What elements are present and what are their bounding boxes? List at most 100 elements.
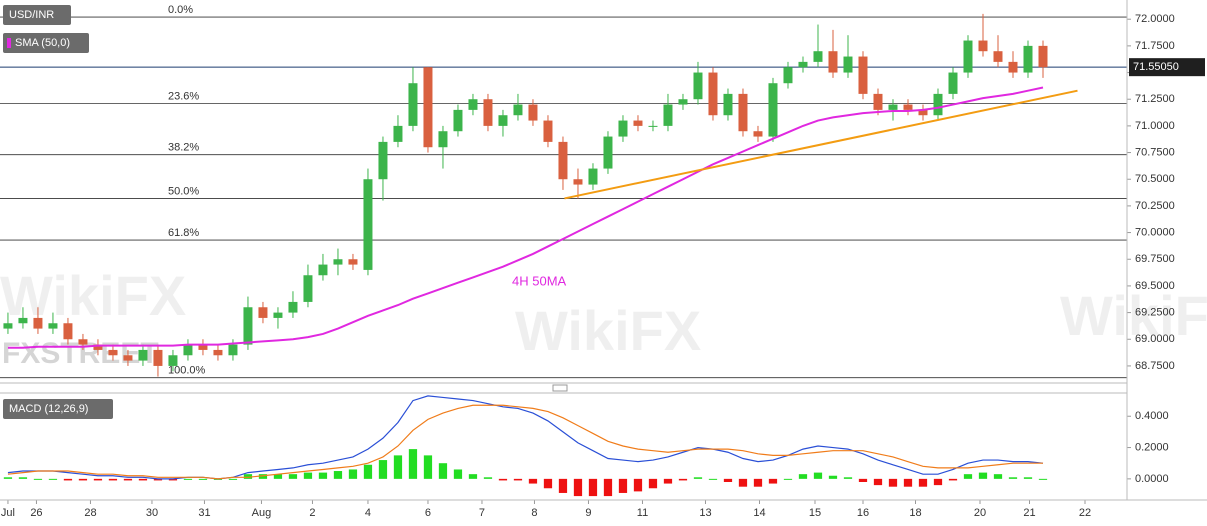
macd-line (7, 404, 1043, 480)
x-tick-label: 30 (146, 507, 158, 519)
y-tick-label: 69.2500 (1135, 306, 1175, 318)
y-tick-label: 0.4000 (1135, 410, 1169, 422)
histogram-bar (558, 478, 568, 493)
x-tick-label: 13 (699, 507, 711, 519)
x-tick-label: 11 (637, 507, 648, 519)
histogram-bar (978, 472, 988, 479)
x-tick-label: 18 (909, 507, 921, 519)
candle-body (963, 40, 973, 73)
candle-body (243, 307, 253, 345)
candle-body (663, 104, 673, 126)
histogram-bar (318, 472, 328, 479)
candle-body (18, 317, 28, 324)
histogram-bar (588, 478, 598, 497)
candle-body (948, 72, 958, 94)
histogram-bar (873, 478, 883, 486)
candle-body (1038, 45, 1048, 68)
histogram-bar (768, 478, 778, 484)
histogram-bar (378, 460, 388, 479)
x-tick-label: 6 (425, 507, 431, 519)
histogram-bar (138, 478, 148, 481)
y-tick-label: 70.2500 (1135, 200, 1175, 212)
histogram-bar (363, 464, 373, 479)
histogram-bar (333, 471, 343, 479)
histogram-bar (48, 478, 58, 480)
histogram-bar (738, 478, 748, 487)
histogram-bar (573, 478, 583, 497)
histogram-bar (633, 478, 643, 492)
x-tick-label: 21 (1023, 507, 1035, 519)
histogram-bar (123, 478, 133, 481)
histogram-bar (33, 478, 43, 480)
x-tick-label: 28 (84, 507, 96, 519)
fib-label: 50.0% (168, 185, 199, 197)
candle-body (453, 109, 463, 132)
x-tick-label: 26 (30, 507, 42, 519)
histogram-bar (543, 478, 553, 489)
macd-title: MACD (12,26,9) (9, 403, 88, 415)
candle-body (783, 67, 793, 84)
trendline (564, 89, 1078, 200)
y-tick-label: 68.7500 (1135, 360, 1175, 372)
x-tick-label: 9 (585, 507, 591, 519)
candle-body (168, 355, 178, 366)
candle-body (633, 120, 643, 126)
histogram-bar (603, 478, 613, 497)
histogram-bar (783, 478, 793, 480)
histogram-bar (828, 475, 838, 479)
watermarks: WikiFXWikiFXWikiFXFXSTREET (0, 264, 1207, 370)
x-tick-label: 15 (809, 507, 821, 519)
histogram-bar (843, 477, 853, 479)
histogram-bar (438, 463, 448, 479)
candle-body (588, 168, 598, 185)
histogram-bar (408, 449, 418, 479)
histogram-bar (393, 455, 403, 479)
candle-body (1008, 61, 1018, 73)
candle-body (138, 349, 148, 361)
histogram-bar (198, 478, 208, 480)
watermark: WikiFX (1060, 284, 1207, 347)
histogram-bar (243, 474, 253, 479)
histogram-bar (933, 478, 943, 486)
y-tick-label: 70.0000 (1135, 226, 1175, 238)
candle-body (723, 93, 733, 116)
fib-label: 23.6% (168, 90, 199, 102)
candle-body (123, 355, 133, 361)
candle-body (858, 56, 868, 94)
x-tick-label: 4 (365, 507, 371, 519)
histogram-bar (168, 478, 178, 481)
histogram-bar (1008, 477, 1018, 479)
histogram-bar (303, 472, 313, 479)
candle-body (753, 131, 763, 137)
candle-body (333, 259, 343, 265)
y-tick-label: 70.5000 (1135, 173, 1175, 185)
histogram-bar (798, 474, 808, 479)
resize-handle[interactable] (552, 384, 568, 392)
x-tick-label: 8 (531, 507, 537, 519)
candle-body (693, 72, 703, 100)
candle-body (423, 67, 433, 148)
y-tick-label: 69.5000 (1135, 280, 1175, 292)
y-tick-label: 71.7500 (1135, 40, 1175, 52)
candle-body (993, 51, 1003, 62)
histogram-bar (78, 478, 88, 481)
candle-body (678, 99, 688, 105)
x-tick-label: Aug (252, 507, 272, 519)
histogram-bar (618, 478, 628, 493)
candle-body (738, 93, 748, 132)
candle-body (348, 259, 358, 265)
candle-body (108, 349, 118, 356)
histogram-bar (108, 478, 118, 481)
candle-body (558, 141, 568, 180)
price-panel: 72.000071.750071.500071.250071.000070.75… (0, 4, 1205, 379)
last-price-label: 71.55050 (1133, 61, 1179, 73)
candle-body (843, 56, 853, 73)
x-tick-label: 14 (753, 507, 765, 519)
legend-title: USD/INR (9, 9, 54, 21)
histogram-bar (753, 478, 763, 487)
histogram-bar (1023, 477, 1033, 479)
x-tick-label: Jul (1, 507, 15, 519)
candle-body (258, 307, 268, 318)
candle-body (93, 344, 103, 350)
candle-body (378, 141, 388, 180)
